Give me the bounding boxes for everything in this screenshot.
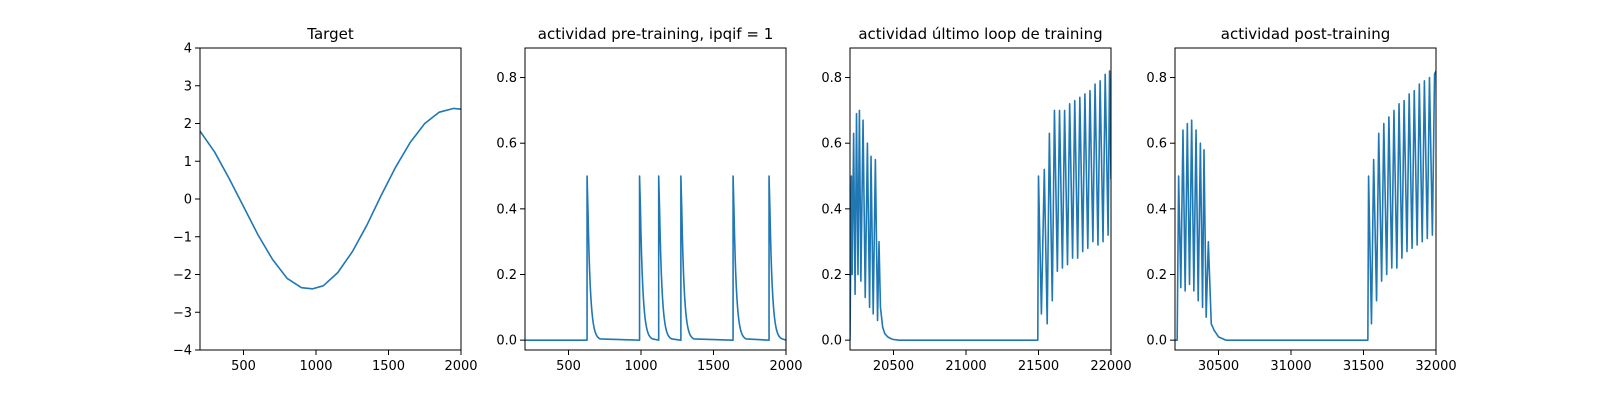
x-tick-label: 21500 (1018, 359, 1059, 374)
y-tick-label: 3 (184, 79, 192, 94)
x-tick-label: 20500 (873, 359, 914, 374)
y-tick-label: 0.4 (1146, 202, 1167, 217)
subplot-title: Target (306, 25, 354, 43)
x-tick-label: 500 (231, 359, 256, 374)
x-tick-label: 31000 (1270, 359, 1311, 374)
x-tick-label: 31500 (1343, 359, 1384, 374)
x-tick-label: 1500 (697, 359, 730, 374)
x-tick-label: 30500 (1198, 359, 1239, 374)
x-tick-label: 1500 (372, 359, 405, 374)
y-tick-label: 0.4 (496, 202, 517, 217)
subplot-title: actividad post-training (1221, 25, 1390, 43)
y-tick-label: 0.0 (821, 334, 842, 349)
series-line (1175, 70, 1436, 341)
y-tick-label: 0.6 (821, 137, 842, 152)
y-tick-label: 0.8 (496, 71, 517, 86)
series-line (850, 70, 1111, 341)
series-line (525, 175, 786, 341)
x-tick-label: 500 (556, 359, 581, 374)
y-tick-label: 0.2 (496, 268, 517, 283)
y-tick-label: 0.4 (821, 202, 842, 217)
y-tick-label: −3 (173, 306, 192, 321)
y-tick-label: 0.0 (1146, 334, 1167, 349)
subplot-4: 30500 31000 31500 32000 0.0 0.2 0.4 0.6 0.8 activ… (1146, 25, 1456, 374)
y-tick-label: 0.0 (496, 334, 517, 349)
axes-frame (849, 47, 1112, 351)
x-tick-label: 1000 (299, 359, 332, 374)
subplot-title: actividad pre-training, ipqif = 1 (538, 25, 774, 43)
y-tick-label: −4 (173, 344, 192, 359)
y-tick-label: 0.6 (1146, 137, 1167, 152)
y-tick-label: −2 (173, 268, 192, 283)
y-tick-label: 0.2 (1146, 268, 1167, 283)
y-tick-label: 1 (184, 155, 192, 170)
axes-frame (1174, 47, 1437, 351)
y-tick-label: 2 (184, 117, 192, 132)
x-tick-label: 21000 (945, 359, 986, 374)
y-tick-label: 0.8 (1146, 71, 1167, 86)
subplot-title: actividad último loop de training (858, 25, 1102, 43)
x-tick-label: 32000 (1415, 359, 1456, 374)
y-tick-label: 4 (184, 42, 192, 57)
series-line (200, 107, 461, 290)
subplot-3: 20500 21000 21500 22000 0.0 0.2 0.4 0.6 0.8 activ… (821, 25, 1131, 374)
y-tick-label: 0.6 (496, 137, 517, 152)
y-tick-label: −1 (173, 230, 192, 245)
subplot-1: 500 1000 1500 2000 −4 −3 −2 −1 0 1 2 3 4 Target (173, 25, 478, 374)
subplot-2: 500 1000 1500 2000 0.0 0.2 0.4 0.6 0.8 actividad … (496, 25, 802, 374)
x-tick-label: 1000 (624, 359, 657, 374)
axes-frame (524, 47, 787, 351)
y-tick-label: 0.8 (821, 71, 842, 86)
x-tick-label: 22000 (1090, 359, 1131, 374)
y-tick-label: 0.2 (821, 268, 842, 283)
y-tick-label: 0 (184, 193, 192, 208)
x-tick-label: 2000 (769, 359, 802, 374)
x-tick-label: 2000 (444, 359, 477, 374)
